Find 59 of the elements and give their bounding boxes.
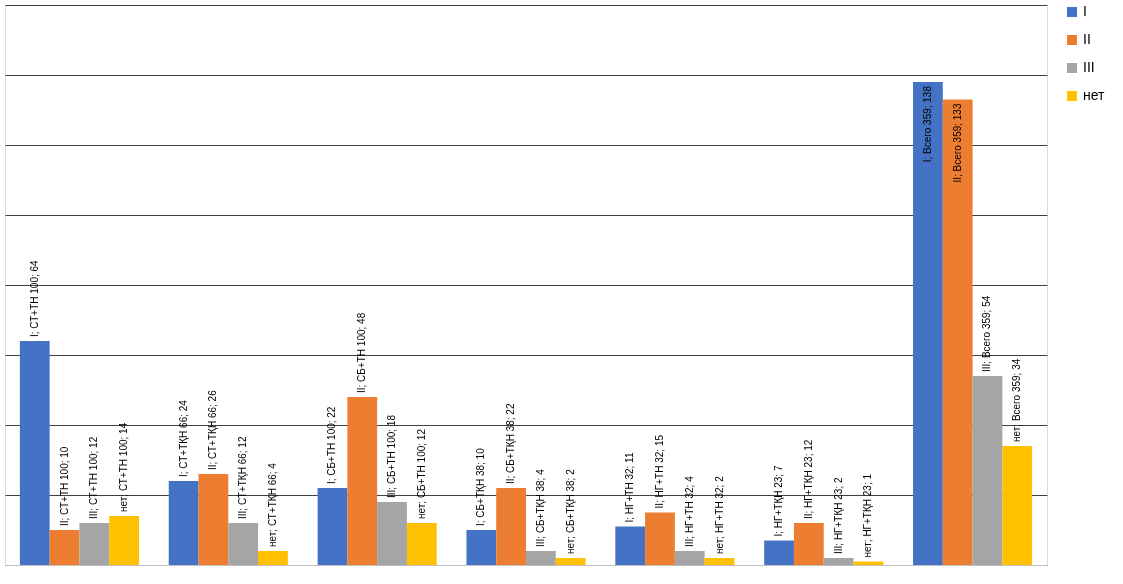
data-label: нет; СБ+ТҚН 38; 2 <box>564 468 576 554</box>
data-label: II; Всего 359; 133 <box>951 103 963 183</box>
bar <box>377 502 407 565</box>
bar <box>258 551 288 565</box>
legend-label: I <box>1083 3 1087 19</box>
data-label: II; НГ+ТҚН 23; 12 <box>802 439 814 519</box>
bar <box>347 397 378 565</box>
data-label: III; СБ+ТН 100; 18 <box>386 414 398 498</box>
data-label: III; СТ+ТҚН 66; 12 <box>237 436 249 519</box>
data-label: нет; НГ+ТҚН 23; 1 <box>862 473 874 558</box>
data-label: I; СТ+ТН 100; 64 <box>28 259 40 337</box>
bar <box>942 99 973 565</box>
data-label: I; СБ+ТҚН 38; 10 <box>475 447 487 526</box>
bar <box>704 558 735 565</box>
bar <box>109 516 139 565</box>
data-label: I; Всего 359; 138 <box>921 85 933 163</box>
bar <box>823 558 854 565</box>
bar <box>49 530 80 565</box>
data-label: нет; СТ+ТН 100; 14 <box>118 422 130 512</box>
bar <box>496 488 526 565</box>
data-label: I; СТ+ТҚН 66; 24 <box>177 399 189 477</box>
data-label: I; НГ+ТН 32; 11 <box>624 452 636 523</box>
data-label: II; СТ+ТҚН 66; 26 <box>207 389 219 470</box>
data-label: III; НГ+ТҚН 23; 2 <box>832 477 844 554</box>
legend-label: II <box>1083 31 1091 47</box>
bar <box>526 551 556 565</box>
bar <box>19 341 50 565</box>
data-label: III; СБ+ТҚН 38; 4 <box>534 468 546 547</box>
bar <box>764 540 794 565</box>
bar <box>198 474 229 565</box>
bar <box>228 523 259 565</box>
data-label: I; НГ+ТҚН 23; 7 <box>773 465 785 537</box>
data-label: II; СБ+ТҚН 38; 22 <box>505 403 517 484</box>
bar <box>555 558 586 565</box>
bar <box>972 376 1003 565</box>
bar <box>79 523 110 565</box>
bar <box>406 523 437 565</box>
bar <box>466 530 497 565</box>
bar <box>793 523 824 565</box>
data-label: нет; СБ+ТН 100; 12 <box>415 428 427 519</box>
legend-label: нет <box>1083 87 1106 103</box>
bar <box>615 526 646 565</box>
data-label: III; Всего 359; 54 <box>981 295 993 372</box>
data-label: II; СБ+ТН 100; 48 <box>356 312 368 393</box>
data-label: II; НГ+ТН 32; 15 <box>653 434 665 509</box>
bar <box>645 512 675 565</box>
data-label: нет; СТ+ТҚН 66; 4 <box>266 462 278 547</box>
data-label: III; НГ+ТН 32; 4 <box>683 475 695 547</box>
data-label: I; СБ+ТН 100; 22 <box>326 406 338 484</box>
bar <box>168 481 199 565</box>
data-label: нет; Всего 359; 34 <box>1011 358 1023 442</box>
legend-label: III <box>1083 59 1095 75</box>
bar <box>1002 446 1033 565</box>
data-label: III; СТ+ТН 100; 12 <box>88 436 100 519</box>
data-label: нет; НГ+ТН 32; 2 <box>713 475 725 554</box>
bar <box>913 82 943 565</box>
bar <box>317 488 348 565</box>
bar <box>674 551 705 565</box>
data-label: II; СТ+ТН 100; 10 <box>58 446 70 526</box>
